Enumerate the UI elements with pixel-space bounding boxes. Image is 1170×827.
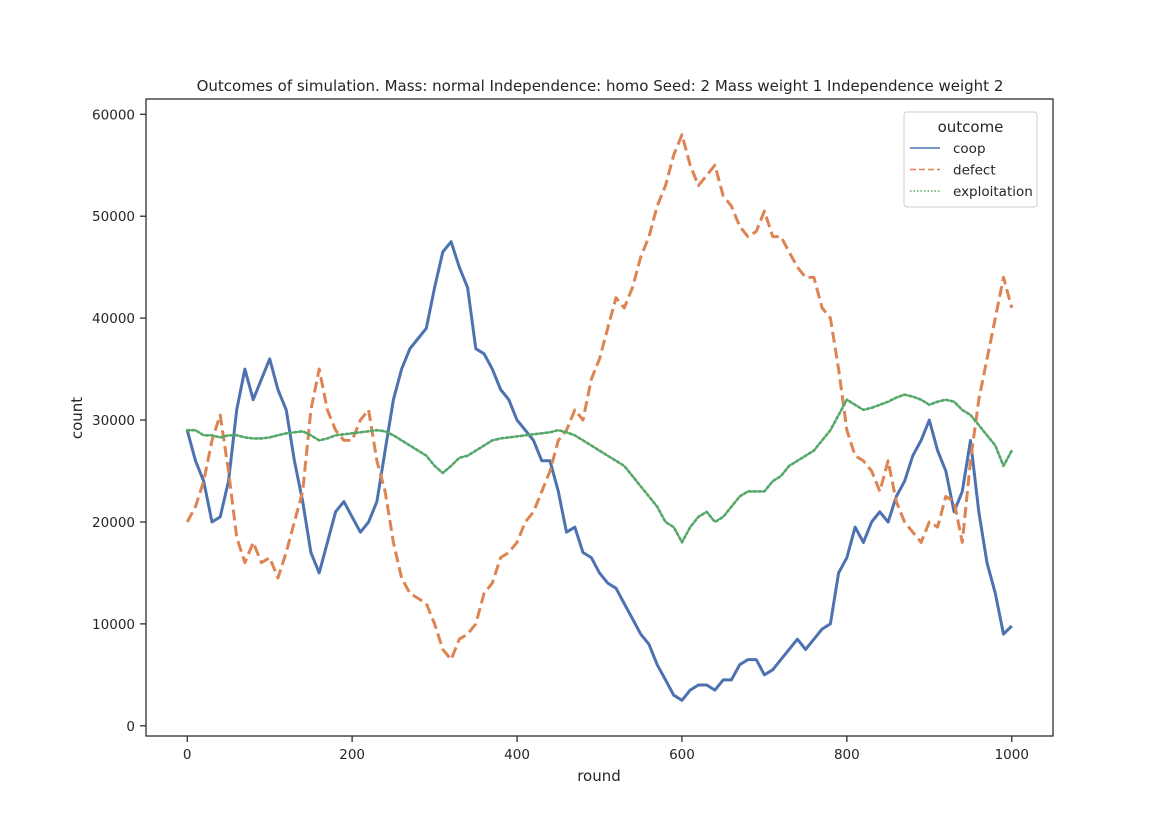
x-tick-label: 0 <box>183 747 192 763</box>
y-tick-label: 40000 <box>92 311 135 327</box>
x-axis-label: round <box>577 767 621 785</box>
x-tick-label: 200 <box>339 747 365 763</box>
y-tick-label: 20000 <box>92 515 135 531</box>
plot-frame <box>145 98 1054 737</box>
y-tick-label: 10000 <box>92 617 135 633</box>
legend: outcome coop defect exploitation <box>903 111 1038 208</box>
y-axis: 0 10000 20000 30000 40000 50000 60000 <box>92 107 146 735</box>
series-line-exploitation <box>185 393 1014 544</box>
y-axis-label: count <box>68 397 86 439</box>
x-tick-label: 400 <box>504 747 530 763</box>
legend-label-exploitation: exploitation <box>953 184 1033 200</box>
y-tick-label: 60000 <box>92 107 135 123</box>
y-tick-label: 50000 <box>92 209 135 225</box>
y-tick-label: 0 <box>126 719 135 735</box>
series-line-defect <box>185 133 1014 662</box>
chart-title: Outcomes of simulation. Mass: normal Ind… <box>197 77 1004 95</box>
legend-box <box>903 111 1038 208</box>
x-tick-label: 800 <box>834 747 860 763</box>
plot-lines <box>185 133 1014 702</box>
y-tick-label: 30000 <box>92 413 135 429</box>
x-tick-label: 600 <box>669 747 695 763</box>
series-line-coop <box>185 240 1013 702</box>
x-axis: 0 200 400 600 800 1000 <box>183 736 1029 763</box>
x-tick-label: 1000 <box>995 747 1029 763</box>
legend-label-defect: defect <box>953 163 996 179</box>
legend-title: outcome <box>938 118 1004 136</box>
legend-label-coop: coop <box>953 141 986 157</box>
